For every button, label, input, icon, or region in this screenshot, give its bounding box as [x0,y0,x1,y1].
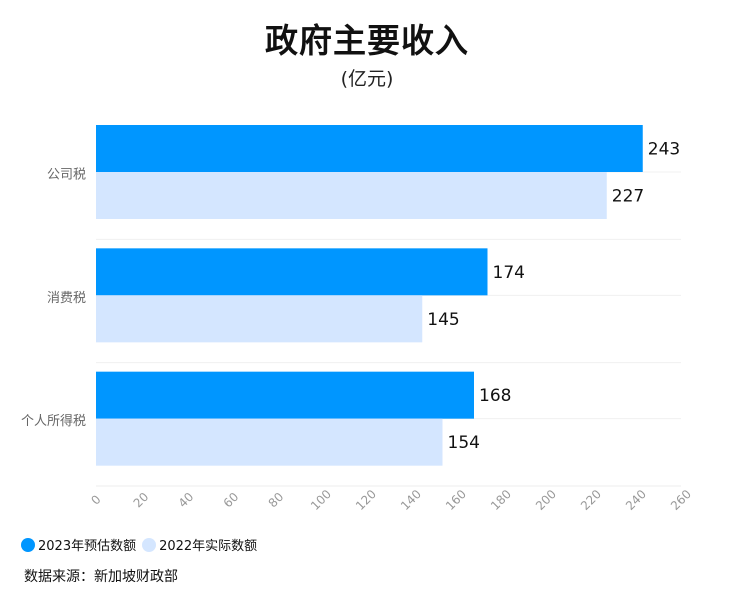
x-tick-label: 80 [266,490,287,511]
x-tick-label: 120 [353,487,379,513]
data-label: 145 [427,310,459,330]
legend-item-2022[interactable]: 2022年实际数额 [142,535,257,554]
category-label: 消费税 [47,291,86,306]
data-source: 数据来源：新加坡财政部 [24,569,178,585]
bar [96,125,643,172]
data-label: 154 [448,433,480,453]
x-tick-label: 0 [88,492,103,507]
category-label: 公司税 [47,168,86,183]
category-label: 个人所得税 [21,413,86,429]
legend-swatch-2022 [142,537,157,552]
data-label: 243 [648,140,680,160]
x-tick-label: 20 [131,490,152,511]
legend-label-2022: 2022年实际数额 [159,539,258,554]
bar [96,172,607,219]
x-tick-label: 260 [668,487,694,513]
data-label: 174 [493,263,525,283]
x-tick-label: 100 [308,487,334,513]
bar-chart: 公司税 243 227 消费税 174 145 个人所得税 168 154 0 20 40 60 80 10… [21,125,694,513]
bar [96,371,474,419]
x-tick-label: 160 [443,487,469,513]
x-tick-label: 220 [578,487,604,513]
x-tick-label: 140 [398,487,424,513]
bar [96,418,443,466]
legend-swatch-2023 [21,537,35,552]
bar [96,295,423,343]
x-tick-label: 180 [488,487,514,513]
legend-item-2023[interactable]: 2023年预估数额 [21,535,136,554]
data-label: 168 [479,386,511,406]
chart-title: 政府主要收入 [265,21,469,60]
x-tick-label: 60 [221,490,242,511]
bar [96,248,488,296]
legend: 2023年预估数额 2022年实际数额 [21,535,263,554]
legend-label-2023: 2023年预估数额 [38,539,137,554]
x-tick-label: 200 [533,487,559,513]
x-tick-label: 240 [623,487,649,513]
data-label: 227 [612,187,644,207]
chart-subtitle: (亿元) [340,68,394,90]
x-tick-label: 40 [176,490,197,511]
